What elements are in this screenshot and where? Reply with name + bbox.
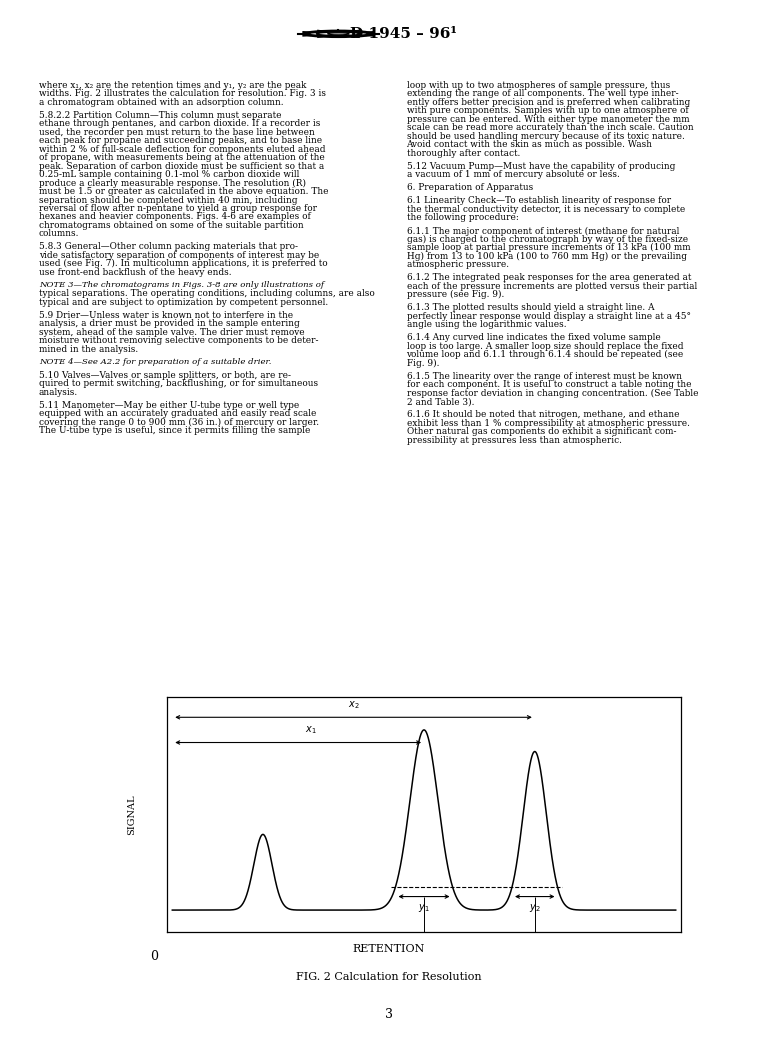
Text: 6.1.6 It should be noted that nitrogen, methane, and ethane: 6.1.6 It should be noted that nitrogen, … xyxy=(406,410,679,420)
Text: should be used handling mercury because of its toxic nature.: should be used handling mercury because … xyxy=(406,132,685,141)
Text: loop is too large. A smaller loop size should replace the fixed: loop is too large. A smaller loop size s… xyxy=(406,341,683,351)
Text: FIG. 2 Calculation for Resolution: FIG. 2 Calculation for Resolution xyxy=(296,971,482,982)
Text: the thermal conductivity detector, it is necessary to complete: the thermal conductivity detector, it is… xyxy=(406,205,685,213)
Text: extending the range of all components. The well type inher-: extending the range of all components. T… xyxy=(406,90,678,99)
Text: chromatograms obtained on some of the suitable partition: chromatograms obtained on some of the su… xyxy=(39,221,303,230)
Text: RETENTION: RETENTION xyxy=(352,944,426,955)
Text: typical separations. The operating conditions, including columns, are also: typical separations. The operating condi… xyxy=(39,289,375,299)
Text: NOTE 4—See A2.2 for preparation of a suitable drier.: NOTE 4—See A2.2 for preparation of a sui… xyxy=(39,358,272,365)
Text: angle using the logarithmic values.: angle using the logarithmic values. xyxy=(406,321,566,329)
Text: analysis.: analysis. xyxy=(39,388,78,397)
Text: Other natural gas components do exhibit a significant com-: Other natural gas components do exhibit … xyxy=(406,427,676,436)
Text: each peak for propane and succeeding peaks, and to base line: each peak for propane and succeeding pea… xyxy=(39,136,322,146)
Text: thoroughly after contact.: thoroughly after contact. xyxy=(406,149,520,157)
Text: each of the pressure increments are plotted versus their partial: each of the pressure increments are plot… xyxy=(406,282,697,290)
Text: 2 and Table 3).: 2 and Table 3). xyxy=(406,397,474,406)
Text: for each component. It is useful to construct a table noting the: for each component. It is useful to cons… xyxy=(406,380,691,389)
Text: hexanes and heavier components. Figs. 4-6 are examples of: hexanes and heavier components. Figs. 4-… xyxy=(39,212,310,222)
Text: Fig. 9).: Fig. 9). xyxy=(406,359,439,367)
Text: the following procedure:: the following procedure: xyxy=(406,213,518,223)
Text: use front-end backflush of the heavy ends.: use front-end backflush of the heavy end… xyxy=(39,268,232,277)
Text: pressibility at pressures less than atmospheric.: pressibility at pressures less than atmo… xyxy=(406,435,622,445)
Text: ently offers better precision and is preferred when calibrating: ently offers better precision and is pre… xyxy=(406,98,690,107)
Text: volume loop and 6.1.1 through 6.1.4 should be repeated (see: volume loop and 6.1.1 through 6.1.4 shou… xyxy=(406,350,684,359)
Text: $x_2$: $x_2$ xyxy=(348,700,359,711)
Text: pressure can be entered. With either type manometer the mm: pressure can be entered. With either typ… xyxy=(406,115,689,124)
Text: equipped with an accurately graduated and easily read scale: equipped with an accurately graduated an… xyxy=(39,409,317,418)
Text: 6.1.1 The major component of interest (methane for natural: 6.1.1 The major component of interest (m… xyxy=(406,226,679,235)
Text: system, ahead of the sample valve. The drier must remove: system, ahead of the sample valve. The d… xyxy=(39,328,304,337)
Text: where x₁, x₂ are the retention times and y₁, y₂ are the peak: where x₁, x₂ are the retention times and… xyxy=(39,81,307,90)
Text: Hg) from 13 to 100 kPa (100 to 760 mm Hg) or the prevailing: Hg) from 13 to 100 kPa (100 to 760 mm Hg… xyxy=(406,252,686,261)
Text: used, the recorder pen must return to the base line between: used, the recorder pen must return to th… xyxy=(39,128,314,137)
Text: SIGNAL: SIGNAL xyxy=(127,794,136,835)
Text: 5.11 Manometer—May be either U-tube type or well type: 5.11 Manometer—May be either U-tube type… xyxy=(39,401,300,410)
Text: perfectly linear response would display a straight line at a 45°: perfectly linear response would display … xyxy=(406,311,691,321)
Text: within 2 % of full-scale deflection for components eluted ahead: within 2 % of full-scale deflection for … xyxy=(39,145,325,154)
Text: covering the range 0 to 900 mm (36 in.) of mercury or larger.: covering the range 0 to 900 mm (36 in.) … xyxy=(39,417,319,427)
Text: typical and are subject to optimization by competent personnel.: typical and are subject to optimization … xyxy=(39,298,328,307)
Text: 5.9 Drier—Unless water is known not to interfere in the: 5.9 Drier—Unless water is known not to i… xyxy=(39,311,293,320)
Text: reversal of flow after n-pentane to yield a group response for: reversal of flow after n-pentane to yiel… xyxy=(39,204,317,213)
Text: 6.1.3 The plotted results should yield a straight line. A: 6.1.3 The plotted results should yield a… xyxy=(406,303,654,312)
Text: a chromatogram obtained with an adsorption column.: a chromatogram obtained with an adsorpti… xyxy=(39,98,283,107)
Text: $y_1$: $y_1$ xyxy=(419,902,429,914)
Text: atmospheric pressure.: atmospheric pressure. xyxy=(406,260,509,270)
Text: 0.25-mL sample containing 0.1-mol % carbon dioxide will: 0.25-mL sample containing 0.1-mol % carb… xyxy=(39,170,300,179)
Text: exhibit less than 1 % compressibility at atmospheric pressure.: exhibit less than 1 % compressibility at… xyxy=(406,418,689,428)
Text: 6.1 Linearity Check—To establish linearity of response for: 6.1 Linearity Check—To establish lineari… xyxy=(406,197,671,205)
Text: with pure components. Samples with up to one atmosphere of: with pure components. Samples with up to… xyxy=(406,106,688,116)
Text: of propane, with measurements being at the attenuation of the: of propane, with measurements being at t… xyxy=(39,153,324,162)
Text: widths. Fig. 2 illustrates the calculation for resolution. Fig. 3 is: widths. Fig. 2 illustrates the calculati… xyxy=(39,90,326,99)
Text: response factor deviation in changing concentration. (See Table: response factor deviation in changing co… xyxy=(406,388,698,398)
Text: NOTE 3—The chromatograms in Figs. 3-8 are only illustrations of: NOTE 3—The chromatograms in Figs. 3-8 ar… xyxy=(39,281,324,289)
Text: ethane through pentanes, and carbon dioxide. If a recorder is: ethane through pentanes, and carbon diox… xyxy=(39,120,321,128)
Text: must be 1.5 or greater as calculated in the above equation. The: must be 1.5 or greater as calculated in … xyxy=(39,187,328,196)
Text: 3: 3 xyxy=(385,1009,393,1021)
Text: peak. Separation of carbon dioxide must be sufficient so that a: peak. Separation of carbon dioxide must … xyxy=(39,161,324,171)
Text: 5.8.3 General—Other column packing materials that pro-: 5.8.3 General—Other column packing mater… xyxy=(39,243,298,252)
Text: used (see Fig. 7). In multicolumn applications, it is preferred to: used (see Fig. 7). In multicolumn applic… xyxy=(39,259,328,269)
Text: 6.1.5 The linearity over the range of interest must be known: 6.1.5 The linearity over the range of in… xyxy=(406,372,682,381)
Text: produce a clearly measurable response. The resolution (R): produce a clearly measurable response. T… xyxy=(39,179,306,187)
Text: scale can be read more accurately than the inch scale. Caution: scale can be read more accurately than t… xyxy=(406,123,693,132)
Text: D 1945 – 96¹: D 1945 – 96¹ xyxy=(350,27,457,41)
Text: 6.1.2 The integrated peak responses for the area generated at: 6.1.2 The integrated peak responses for … xyxy=(406,274,691,282)
Text: 0: 0 xyxy=(150,950,159,963)
Text: 5.12 Vacuum Pump—Must have the capability of producing: 5.12 Vacuum Pump—Must have the capabilit… xyxy=(406,161,675,171)
Text: $x_1$: $x_1$ xyxy=(305,725,317,736)
Text: 5.8.2.2 Partition Column—This column must separate: 5.8.2.2 Partition Column—This column mus… xyxy=(39,111,282,120)
Text: moisture without removing selective components to be deter-: moisture without removing selective comp… xyxy=(39,336,318,346)
Text: mined in the analysis.: mined in the analysis. xyxy=(39,345,138,354)
Text: gas) is charged to the chromatograph by way of the fixed-size: gas) is charged to the chromatograph by … xyxy=(406,235,688,244)
Text: pressure (see Fig. 9).: pressure (see Fig. 9). xyxy=(406,290,504,300)
Text: separation should be completed within 40 min, including: separation should be completed within 40… xyxy=(39,196,297,204)
Text: vide satisfactory separation of components of interest may be: vide satisfactory separation of componen… xyxy=(39,251,319,260)
Text: Avoid contact with the skin as much as possible. Wash: Avoid contact with the skin as much as p… xyxy=(406,141,653,149)
Text: The U-tube type is useful, since it permits filling the sample: The U-tube type is useful, since it perm… xyxy=(39,427,310,435)
Text: columns.: columns. xyxy=(39,229,79,238)
Text: 6.1.4 Any curved line indicates the fixed volume sample: 6.1.4 Any curved line indicates the fixe… xyxy=(406,333,661,342)
Text: loop with up to two atmospheres of sample pressure, thus: loop with up to two atmospheres of sampl… xyxy=(406,81,670,90)
Text: sample loop at partial pressure increments of 13 kPa (100 mm: sample loop at partial pressure incremen… xyxy=(406,244,690,252)
Text: $y_2$: $y_2$ xyxy=(529,902,541,914)
Text: 5.10 Valves—Valves or sample splitters, or both, are re-: 5.10 Valves—Valves or sample splitters, … xyxy=(39,371,291,380)
Text: 6. Preparation of Apparatus: 6. Preparation of Apparatus xyxy=(406,183,533,193)
Text: analysis, a drier must be provided in the sample entering: analysis, a drier must be provided in th… xyxy=(39,320,300,328)
Text: quired to permit switching, backflushing, or for simultaneous: quired to permit switching, backflushing… xyxy=(39,379,318,388)
Text: a vacuum of 1 mm of mercury absolute or less.: a vacuum of 1 mm of mercury absolute or … xyxy=(406,170,619,179)
